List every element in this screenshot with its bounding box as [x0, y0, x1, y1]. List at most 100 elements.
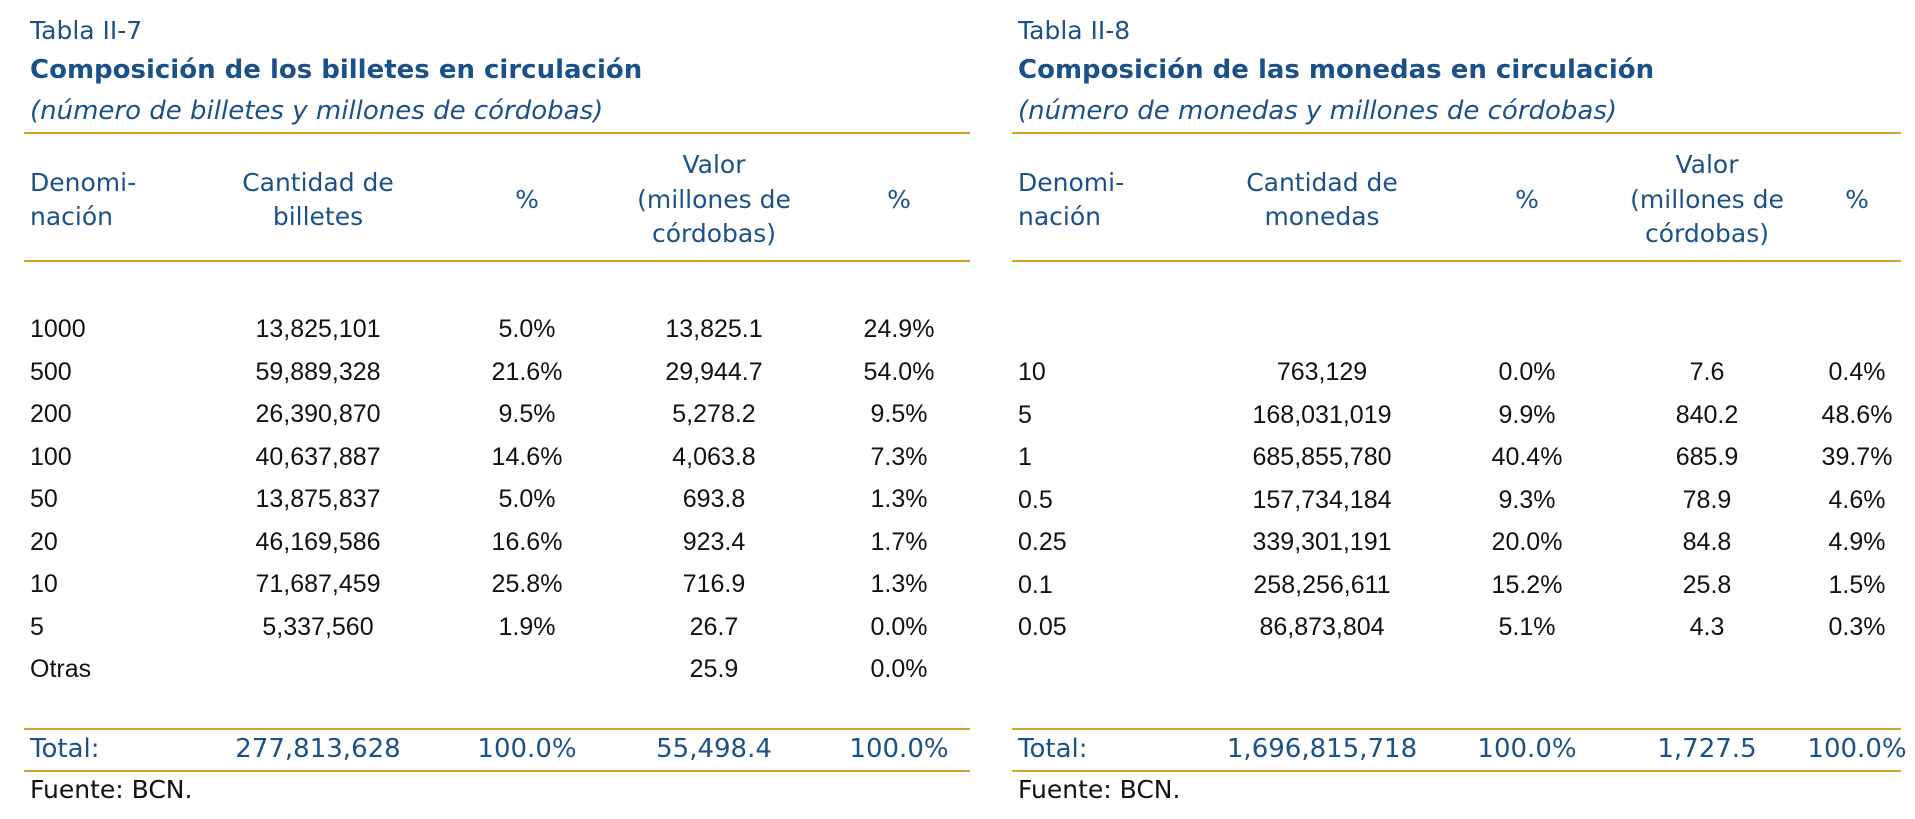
cell-valor: 716.9 — [682, 570, 746, 598]
total-top-rule — [1012, 728, 1901, 730]
table-row: 5 168,031,019 9.9% 840.2 48.6% — [1012, 394, 1901, 436]
source-note: Fuente: BCN. — [1018, 775, 1181, 804]
header-cantidad: Cantidad de billetes — [242, 167, 394, 232]
header-bottom-rule — [24, 260, 970, 262]
table-row: 10 763,129 0.0% 7.6 0.4% — [1012, 351, 1901, 393]
table-row: 0.1 258,256,611 15.2% 25.8 1.5% — [1012, 564, 1901, 606]
cell-cantidad: 168,031,019 — [1252, 400, 1392, 429]
cell-cantidad: 71,687,459 — [255, 570, 381, 598]
cell-cantidad: 40,637,887 — [255, 442, 381, 471]
header-percent-cantidad: % — [1515, 184, 1539, 214]
header-percent-valor: % — [887, 184, 911, 214]
cell-denominacion: 10 — [1018, 358, 1046, 386]
total-percent-cantidad: 100.0% — [477, 734, 577, 764]
cell-denominacion: 100 — [30, 442, 72, 471]
table-label: Tabla II-7 — [30, 16, 143, 45]
cell-cantidad — [188, 648, 448, 690]
cell-denominacion: 0.05 — [1018, 613, 1067, 641]
cell-valor: 4,063.8 — [672, 442, 756, 471]
cell-cantidad: 157,734,184 — [1252, 485, 1392, 514]
table-row: 0.25 339,301,191 20.0% 84.8 4.9% — [1012, 521, 1901, 563]
table-row: 0.5 157,734,184 9.3% 78.9 4.6% — [1012, 479, 1901, 521]
table-subtitle: (número de monedas y millones de córdoba… — [1018, 96, 1618, 126]
table-row: 50 13,875,837 5.0% 693.8 1.3% — [24, 478, 970, 520]
cell-cantidad: 13,875,837 — [255, 485, 381, 513]
cell-percent-valor: 0.0% — [870, 655, 928, 683]
cell-percent-valor: 4.6% — [1828, 485, 1886, 514]
table-row: 200 26,390,870 9.5% 5,278.2 9.5% — [24, 393, 970, 435]
cell-valor: 840.2 — [1675, 400, 1739, 429]
cell-percent-valor: 24.9% — [863, 315, 935, 343]
cell-denominacion: 1000 — [30, 315, 86, 343]
cell-cantidad: 339,301,191 — [1252, 528, 1392, 556]
cell-denominacion: 0.25 — [1018, 528, 1067, 556]
total-percent-cantidad: 100.0% — [1477, 734, 1577, 764]
cell-percent-valor: 1.3% — [870, 570, 928, 598]
cell-percent-cantidad: 16.6% — [491, 527, 563, 556]
cell-percent-valor: 0.4% — [1828, 358, 1886, 386]
total-percent-valor: 100.0% — [1807, 734, 1907, 764]
cell-percent-valor: 1.5% — [1828, 570, 1886, 599]
table-row: 5 5,337,560 1.9% 26.7 0.0% — [24, 606, 970, 648]
cell-cantidad: 685,855,780 — [1252, 443, 1392, 471]
cell-percent-valor: 39.7% — [1821, 443, 1893, 471]
cell-valor: 7.6 — [1689, 358, 1725, 386]
cell-valor: 13,825.1 — [665, 315, 763, 343]
cell-valor: 84.8 — [1682, 528, 1732, 556]
cell-percent-cantidad — [452, 648, 602, 690]
source-note: Fuente: BCN. — [30, 775, 193, 804]
cell-percent-valor: 1.3% — [870, 485, 928, 513]
table-row: 1 685,855,780 40.4% 685.9 39.7% — [1012, 436, 1901, 478]
total-cantidad: 1,696,815,718 — [1226, 734, 1418, 764]
total-bottom-rule — [1012, 770, 1901, 772]
cell-cantidad: 59,889,328 — [255, 357, 381, 386]
cell-percent-cantidad: 5.0% — [498, 485, 556, 513]
total-percent-valor: 100.0% — [849, 734, 949, 764]
cell-valor: 693.8 — [682, 485, 746, 513]
cell-cantidad: 86,873,804 — [1259, 613, 1385, 641]
table-label: Tabla II-8 — [1018, 16, 1131, 45]
cell-percent-cantidad: 9.3% — [1498, 485, 1556, 514]
header-bottom-rule — [1012, 260, 1901, 262]
header-percent-cantidad: % — [515, 184, 539, 214]
cell-valor: 26.7 — [689, 612, 739, 641]
cell-valor: 25.8 — [1682, 570, 1732, 599]
cell-valor: 25.9 — [689, 655, 739, 683]
cell-percent-cantidad: 21.6% — [491, 357, 563, 386]
table-row: 20 46,169,586 16.6% 923.4 1.7% — [24, 521, 970, 563]
cell-percent-cantidad: 25.8% — [491, 570, 563, 598]
total-bottom-rule — [24, 770, 970, 772]
cell-cantidad: 46,169,586 — [255, 527, 381, 556]
table-row: 1000 13,825,101 5.0% 13,825.1 24.9% — [24, 308, 970, 350]
cell-percent-valor: 0.3% — [1828, 613, 1886, 641]
cell-cantidad: 763,129 — [1276, 358, 1368, 386]
total-label: Total: — [1018, 734, 1088, 764]
table-row: 10 71,687,459 25.8% 716.9 1.3% — [24, 563, 970, 605]
header-top-rule — [24, 132, 970, 134]
cell-percent-cantidad: 5.1% — [1498, 613, 1556, 641]
header-cantidad: Cantidad de monedas — [1246, 167, 1398, 232]
table-row: 500 59,889,328 21.6% 29,944.7 54.0% — [24, 351, 970, 393]
cell-percent-valor: 48.6% — [1821, 400, 1893, 429]
cell-valor: 685.9 — [1675, 443, 1739, 471]
cell-denominacion: 0.5 — [1018, 485, 1053, 514]
cell-percent-cantidad: 14.6% — [491, 442, 563, 471]
cell-cantidad: 26,390,870 — [255, 400, 381, 428]
cell-percent-cantidad: 1.9% — [498, 612, 556, 641]
table-row: 100 40,637,887 14.6% 4,063.8 7.3% — [24, 436, 970, 478]
cell-denominacion: 5 — [1018, 400, 1032, 429]
cell-cantidad: 258,256,611 — [1253, 570, 1391, 599]
cell-valor: 5,278.2 — [672, 400, 756, 428]
cell-denominacion: 5 — [30, 612, 44, 641]
table-title: Composición de los billetes en circulaci… — [30, 55, 643, 85]
total-valor: 55,498.4 — [656, 734, 772, 764]
total-cantidad: 277,813,628 — [235, 734, 401, 764]
cell-percent-cantidad: 5.0% — [498, 315, 556, 343]
cell-cantidad: 5,337,560 — [262, 612, 374, 641]
cell-percent-cantidad: 40.4% — [1491, 443, 1563, 471]
cell-denominacion: 0.1 — [1018, 570, 1053, 599]
cell-percent-valor: 54.0% — [863, 357, 935, 386]
cell-valor: 29,944.7 — [665, 357, 763, 386]
cell-percent-valor: 9.5% — [870, 400, 928, 428]
cell-percent-valor: 1.7% — [870, 527, 928, 556]
